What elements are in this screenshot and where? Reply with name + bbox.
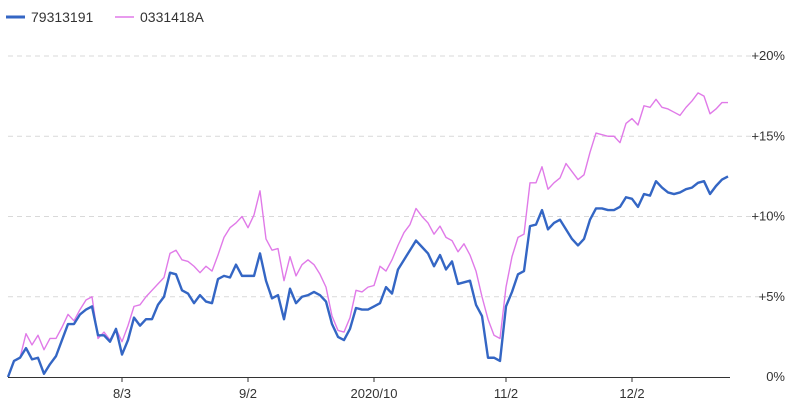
x-tick-label-4: 12/2 xyxy=(619,386,644,401)
legend-item-series-1[interactable]: 79313191 xyxy=(6,9,94,25)
y-tick-label-2: +10% xyxy=(751,209,785,224)
x-tick-label-0: 8/3 xyxy=(113,386,131,401)
legend-item-series-2[interactable]: 0331418A xyxy=(115,9,205,25)
x-tick-label-3: 11/2 xyxy=(494,386,518,401)
y-tick-label-1: +5% xyxy=(759,289,786,304)
x-axis-ticks: 8/3 9/2 2020/10 11/2 12/2 xyxy=(113,377,645,401)
y-tick-label-3: +15% xyxy=(751,128,785,143)
y-tick-label-0: 0% xyxy=(766,369,785,384)
x-tick-label-2: 2020/10 xyxy=(351,386,398,401)
y-tick-label-4: +20% xyxy=(751,48,785,63)
series-line-2 xyxy=(7,92,728,378)
legend: 79313191 0331418A xyxy=(6,9,205,25)
x-tick-label-1: 9/2 xyxy=(239,386,257,401)
series-line-1 xyxy=(6,175,729,378)
y-axis-ticks: 0% +5% +10% +15% +20% xyxy=(751,48,785,384)
series xyxy=(6,92,729,378)
legend-label-series-2: 0331418A xyxy=(140,9,205,25)
legend-label-series-1: 79313191 xyxy=(31,9,94,25)
grid xyxy=(8,55,770,298)
